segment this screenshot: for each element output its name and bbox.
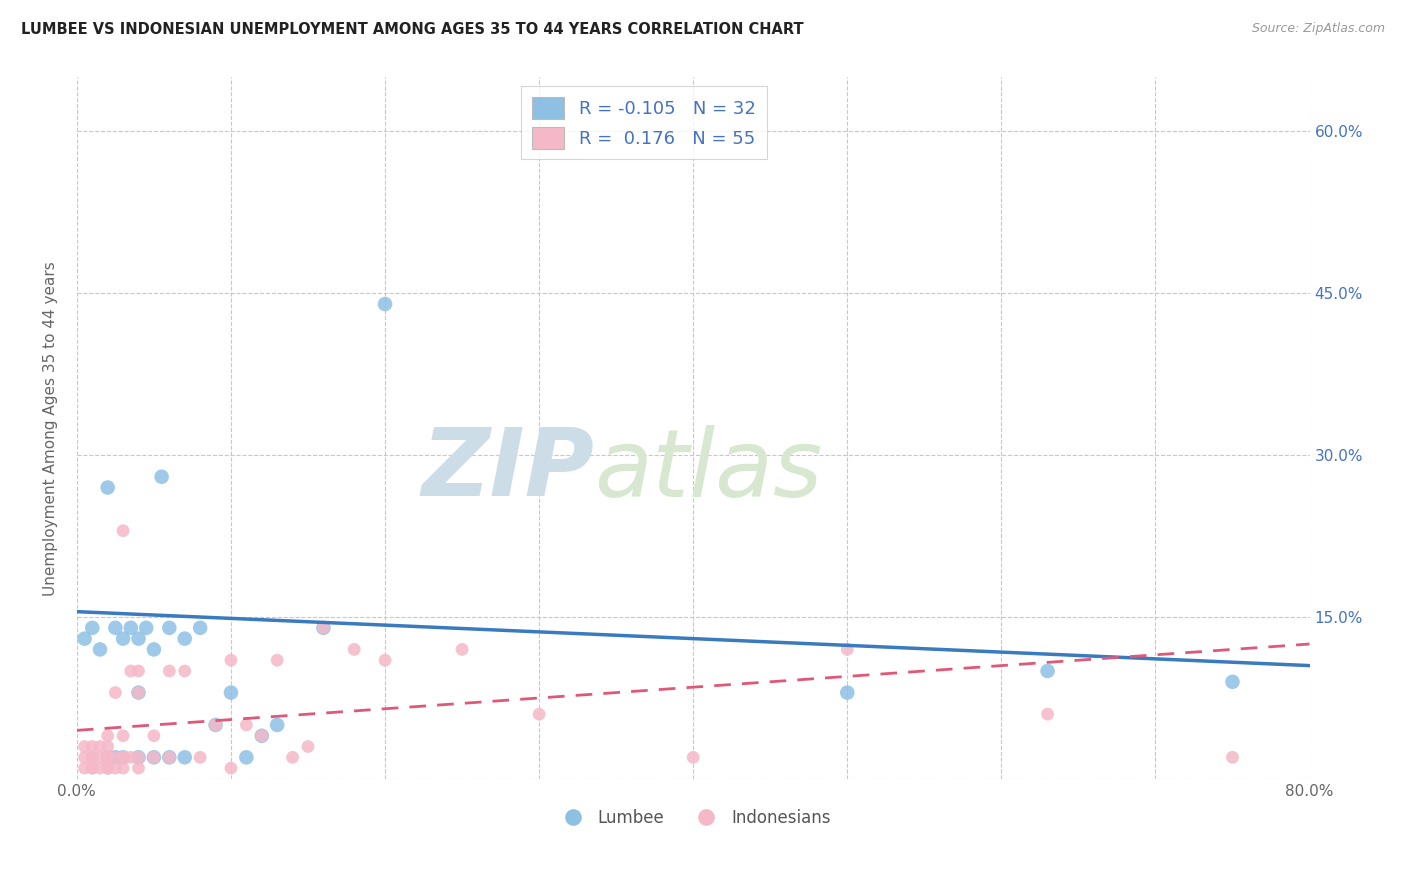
- Point: [112, 750, 135, 764]
- Point: [266, 718, 288, 732]
- Point: [235, 718, 257, 732]
- Text: Source: ZipAtlas.com: Source: ZipAtlas.com: [1251, 22, 1385, 36]
- Text: atlas: atlas: [595, 425, 823, 516]
- Point: [104, 621, 127, 635]
- Point: [374, 653, 396, 667]
- Legend: Lumbee, Indonesians: Lumbee, Indonesians: [550, 803, 837, 834]
- Y-axis label: Unemployment Among Ages 35 to 44 years: Unemployment Among Ages 35 to 44 years: [44, 260, 58, 596]
- Point: [188, 750, 211, 764]
- Point: [451, 642, 474, 657]
- Point: [142, 729, 165, 743]
- Point: [266, 653, 288, 667]
- Point: [82, 761, 104, 775]
- Point: [73, 750, 96, 764]
- Point: [97, 761, 120, 775]
- Point: [527, 707, 550, 722]
- Point: [142, 750, 165, 764]
- Point: [112, 524, 135, 538]
- Point: [128, 685, 150, 699]
- Point: [297, 739, 319, 754]
- Point: [112, 750, 135, 764]
- Point: [142, 642, 165, 657]
- Point: [682, 750, 704, 764]
- Point: [142, 750, 165, 764]
- Point: [112, 750, 135, 764]
- Point: [120, 664, 142, 678]
- Point: [120, 750, 142, 764]
- Point: [128, 664, 150, 678]
- Point: [1222, 674, 1244, 689]
- Point: [204, 718, 226, 732]
- Point: [97, 761, 120, 775]
- Point: [374, 297, 396, 311]
- Point: [82, 750, 104, 764]
- Point: [97, 739, 120, 754]
- Point: [157, 621, 180, 635]
- Point: [97, 750, 120, 764]
- Text: LUMBEE VS INDONESIAN UNEMPLOYMENT AMONG AGES 35 TO 44 YEARS CORRELATION CHART: LUMBEE VS INDONESIAN UNEMPLOYMENT AMONG …: [21, 22, 804, 37]
- Point: [112, 729, 135, 743]
- Point: [97, 750, 120, 764]
- Point: [157, 664, 180, 678]
- Point: [157, 750, 180, 764]
- Point: [837, 685, 859, 699]
- Point: [128, 761, 150, 775]
- Point: [837, 642, 859, 657]
- Point: [112, 632, 135, 646]
- Point: [150, 469, 173, 483]
- Point: [97, 750, 120, 764]
- Point: [188, 621, 211, 635]
- Point: [104, 750, 127, 764]
- Point: [173, 664, 195, 678]
- Point: [128, 750, 150, 764]
- Point: [97, 761, 120, 775]
- Point: [219, 653, 242, 667]
- Point: [97, 729, 120, 743]
- Point: [1036, 707, 1059, 722]
- Point: [1036, 664, 1059, 678]
- Point: [128, 685, 150, 699]
- Point: [82, 750, 104, 764]
- Point: [112, 761, 135, 775]
- Point: [97, 481, 120, 495]
- Point: [135, 621, 157, 635]
- Point: [128, 750, 150, 764]
- Point: [157, 750, 180, 764]
- Text: ZIP: ZIP: [422, 425, 595, 516]
- Point: [82, 739, 104, 754]
- Point: [312, 621, 335, 635]
- Point: [128, 632, 150, 646]
- Point: [250, 729, 273, 743]
- Point: [104, 685, 127, 699]
- Point: [343, 642, 366, 657]
- Point: [73, 761, 96, 775]
- Point: [312, 621, 335, 635]
- Point: [219, 685, 242, 699]
- Point: [89, 739, 111, 754]
- Point: [104, 750, 127, 764]
- Point: [82, 621, 104, 635]
- Point: [82, 761, 104, 775]
- Point: [73, 739, 96, 754]
- Point: [1222, 750, 1244, 764]
- Point: [104, 761, 127, 775]
- Point: [250, 729, 273, 743]
- Point: [235, 750, 257, 764]
- Point: [89, 761, 111, 775]
- Point: [173, 750, 195, 764]
- Point: [204, 718, 226, 732]
- Point: [89, 642, 111, 657]
- Point: [173, 632, 195, 646]
- Point: [73, 632, 96, 646]
- Point: [89, 750, 111, 764]
- Point: [120, 621, 142, 635]
- Point: [281, 750, 304, 764]
- Point: [219, 761, 242, 775]
